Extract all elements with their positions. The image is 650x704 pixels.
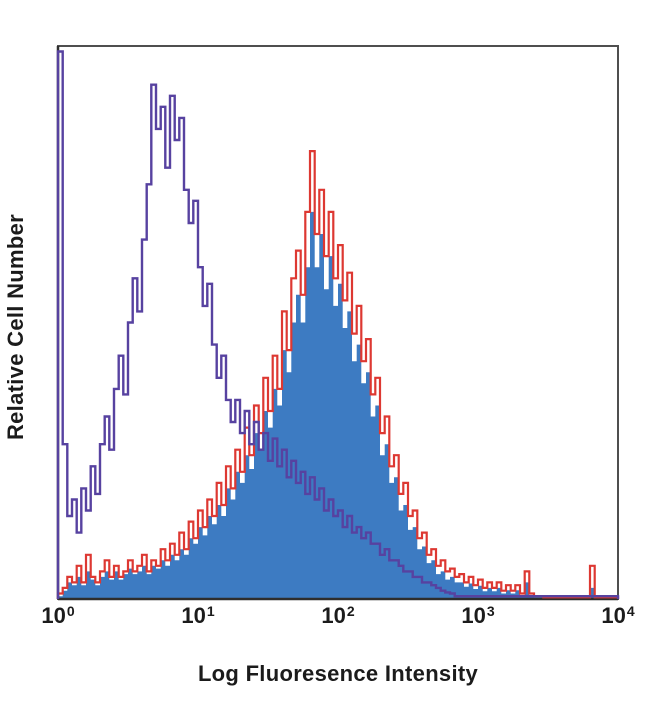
- red-outline-histogram: [56, 150, 620, 599]
- x-tick-label-10e0: 100: [41, 603, 75, 628]
- x-axis-ticks: 100 101 102 103 104: [0, 603, 650, 637]
- x-tick-label-10e4: 104: [601, 603, 635, 628]
- x-tick-label-10e3: 103: [461, 603, 495, 628]
- y-axis-label: Relative Cell Number: [3, 213, 28, 441]
- x-axis-label: Log Fluoresence Intensity: [197, 661, 479, 686]
- x-tick-label-10e2: 102: [321, 603, 355, 628]
- x-tick-label-10e1: 101: [181, 603, 215, 628]
- purple-outline-histogram: [56, 50, 620, 599]
- blue-filled-histogram: [58, 211, 618, 599]
